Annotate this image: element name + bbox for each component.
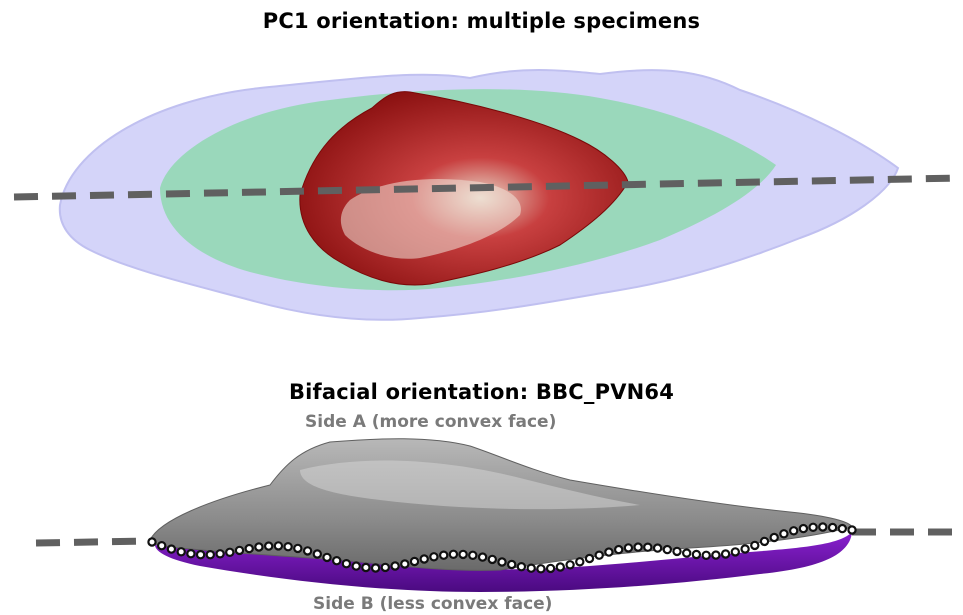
bifacial-axis-left [35,537,151,547]
edge-point [701,550,711,561]
edge-point [390,561,400,571]
edge-point [730,547,741,557]
side-a-highlight [300,460,640,510]
edge-point [643,542,653,552]
edge-point [759,536,770,547]
edge-point [409,556,420,567]
edge-point [827,522,838,533]
side-a-label: Side A (more convex face) [305,412,557,432]
edge-point [429,552,439,562]
edge-point [293,543,303,554]
edge-point [156,541,167,551]
edge-point [322,552,332,563]
pc1-axis-line [13,174,961,201]
edge-point [264,541,274,551]
side-b-surface [155,532,852,592]
edge-point [439,550,449,560]
edge-point [594,550,604,560]
edge-point [711,550,721,560]
edge-point [419,554,429,564]
edge-point [633,542,643,552]
edge-point [526,563,536,573]
edge-point [273,541,284,551]
edge-point [720,549,731,559]
edge-point [672,546,682,557]
edge-point [750,540,760,551]
edge-point [341,559,352,569]
edge-point [604,547,614,557]
edge-point [769,532,779,543]
bottom-title: Bifacial orientation: BBC_PVN64 [288,380,675,404]
edge-point [740,544,750,554]
inner-specimen-highlight [340,179,521,259]
top-title: PC1 orientation: multiple specimens [262,9,701,33]
edge-point [477,552,488,562]
edge-point [302,546,313,556]
edge-point [818,522,828,532]
edge-point [779,529,789,539]
edge-point [147,537,157,547]
edge-point [468,550,478,561]
edge-point [283,542,293,552]
edge-point [448,549,459,560]
edge-point [555,562,566,572]
edge-point [361,562,371,573]
edge-point [234,545,245,556]
edge-points [147,522,857,574]
edge-point [837,523,848,534]
edge-point [565,560,575,570]
edge-point [507,559,517,570]
edge-point [584,553,595,564]
edge-point [536,564,546,574]
edge-point [614,544,624,555]
edge-point [458,549,468,560]
edge-point [623,543,634,553]
edge-point [652,543,663,553]
edge-point [370,563,381,573]
edge-point [176,547,186,557]
edge-point [691,549,702,560]
edge-point [516,562,527,572]
edge-point [312,549,322,559]
edge-point [847,525,857,535]
edge-point [215,549,225,559]
edge-point [682,548,692,558]
edge-point [497,557,507,567]
edge-point [545,563,556,574]
edge-point [225,547,235,558]
edge-point [575,557,585,567]
edge-point [662,544,673,555]
edge-point [487,554,497,565]
edge-point [332,556,342,566]
edge-point [351,561,361,571]
edge-point [789,526,799,536]
edge-point [400,559,410,569]
edge-point [254,542,264,552]
edge-point [186,549,196,559]
edge-point [205,550,215,560]
side-b-label: Side B (less convex face) [313,594,553,614]
edge-point [166,544,177,554]
edge-point [244,543,254,554]
edge-point [380,562,390,573]
edge-point [798,523,809,534]
edge-point [195,550,206,560]
edge-point [808,522,818,533]
